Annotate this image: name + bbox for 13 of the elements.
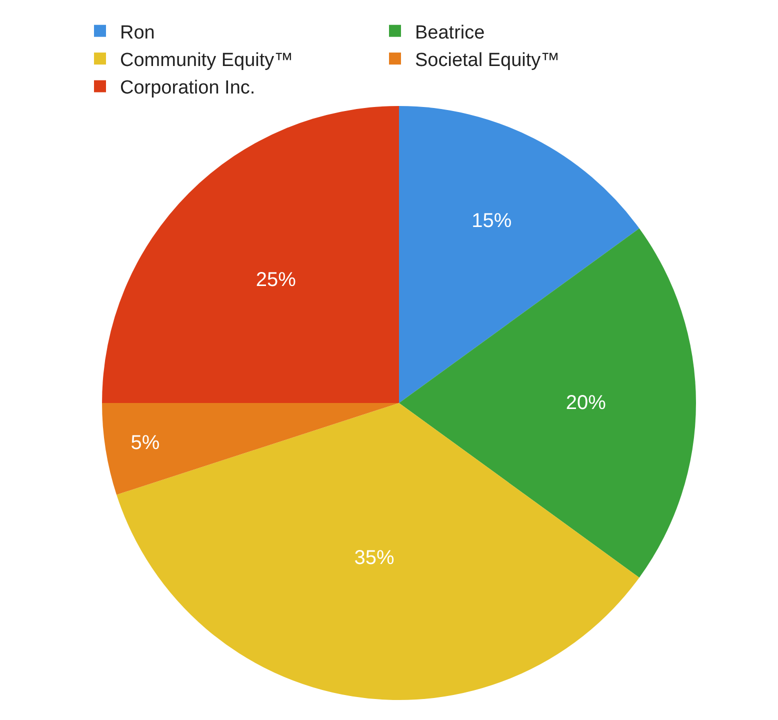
legend-label: Ron <box>120 22 155 44</box>
pie-slice <box>102 106 399 403</box>
legend-label: Community Equity™ <box>120 50 294 71</box>
data-label: 15% <box>472 210 512 232</box>
pie-slice <box>399 228 696 578</box>
data-label: 5% <box>130 432 160 454</box>
data-label: 25% <box>256 268 296 291</box>
data-label: 20% <box>566 392 606 414</box>
data-label: 35% <box>354 547 395 570</box>
pie-slice <box>102 403 399 495</box>
legend-label: Corporation Inc. <box>120 78 256 99</box>
legend-label: Societal Equity™ <box>415 50 560 71</box>
legend-label: Beatrice <box>415 22 485 44</box>
